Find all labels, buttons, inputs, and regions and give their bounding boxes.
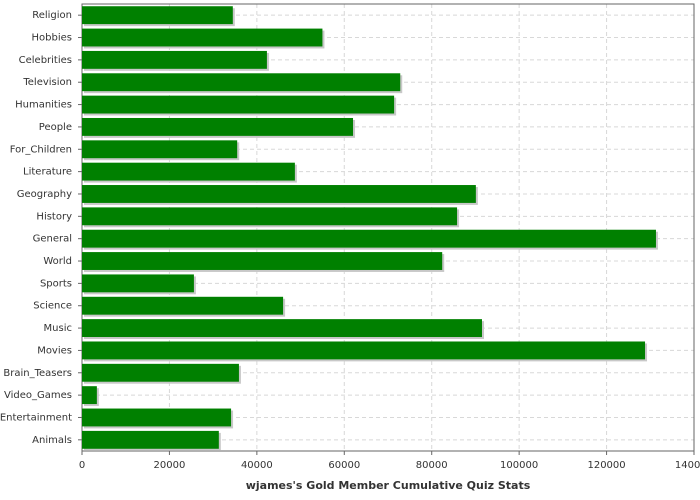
- y-tick-label: Entertainment: [0, 412, 72, 423]
- bar: [82, 363, 239, 382]
- bar: [82, 252, 443, 270]
- y-tick-label: Religion: [32, 10, 72, 21]
- bar: [82, 28, 323, 47]
- bar: [82, 408, 232, 427]
- x-tick-label: 20000: [154, 460, 186, 471]
- y-tick-label: Celebrities: [19, 55, 72, 66]
- bar: [82, 274, 194, 293]
- chart-title: wjames's Gold Member Cumulative Quiz Sta…: [246, 479, 531, 492]
- x-tick-label: 40000: [241, 460, 273, 471]
- y-tick-label: Literature: [23, 167, 72, 178]
- bar: [82, 319, 482, 338]
- bar: [82, 229, 656, 248]
- y-tick-label: World: [43, 256, 72, 267]
- y-tick-label: Hobbies: [32, 33, 72, 44]
- bar: [82, 117, 354, 136]
- y-tick-label: Geography: [17, 189, 72, 200]
- y-tick-label: Humanities: [15, 100, 72, 111]
- y-tick-label: Television: [22, 77, 72, 88]
- x-tick-label: 0: [79, 460, 85, 471]
- x-tick-label: 60000: [328, 460, 360, 471]
- y-tick-label: Animals: [32, 435, 72, 446]
- x-tick-label: 140000: [675, 460, 700, 471]
- y-tick-label: General: [33, 234, 72, 245]
- bar: [82, 430, 219, 449]
- bar: [82, 185, 476, 203]
- y-tick-label: Movies: [37, 345, 72, 356]
- y-tick-label: Video_Games: [4, 390, 72, 401]
- bar: [82, 162, 295, 181]
- bar: [82, 140, 238, 159]
- y-tick-label: Brain_Teasers: [3, 368, 72, 379]
- x-tick-label: 120000: [587, 460, 625, 471]
- x-tick-label: 100000: [500, 460, 538, 471]
- plot-frame: [81, 3, 695, 452]
- y-tick-label: Music: [44, 323, 72, 334]
- bar: [82, 95, 395, 114]
- y-tick-label: Sports: [40, 278, 72, 289]
- bar: [82, 296, 284, 315]
- y-tick-label: History: [36, 211, 72, 222]
- y-tick-label: Science: [33, 301, 72, 312]
- bar: [82, 73, 401, 92]
- bar: [82, 386, 97, 405]
- x-tick-label: 80000: [416, 460, 448, 471]
- y-tick-label: For_Children: [10, 144, 72, 155]
- bar: [82, 6, 233, 25]
- bar: [82, 341, 646, 360]
- bar: [82, 50, 267, 69]
- y-tick-label: People: [39, 122, 72, 133]
- bar: [82, 207, 458, 226]
